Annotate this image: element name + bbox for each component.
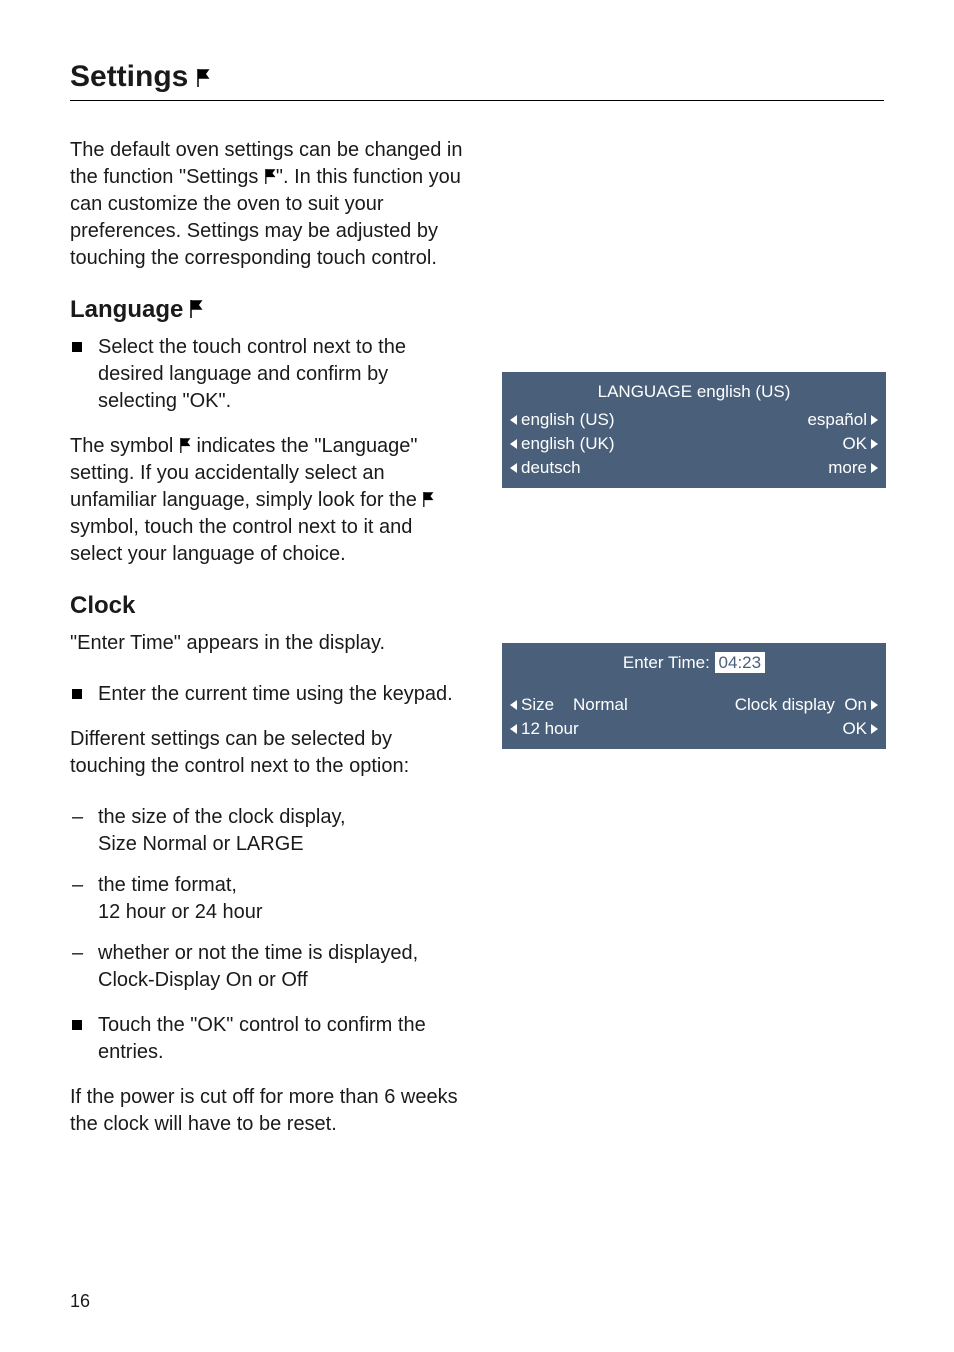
triangle-right-icon — [871, 439, 878, 449]
screen-title: Enter Time: 04:23 — [510, 649, 878, 679]
triangle-right-icon — [871, 415, 878, 425]
row-left-label: 12 hour — [521, 719, 579, 739]
row-right-label: Clock display On — [735, 695, 867, 715]
flag-icon — [179, 434, 191, 449]
language-bullet: Select the touch control next to the des… — [70, 334, 470, 415]
triangle-left-icon — [510, 439, 517, 449]
row-left-label: deutsch — [521, 458, 581, 478]
row-right-label: OK — [842, 434, 867, 454]
lang-para-before: The symbol — [70, 435, 179, 457]
row-right-label: OK — [842, 719, 867, 739]
page-number: 16 — [70, 1291, 90, 1312]
clock-bullet-2: Touch the "OK" control to confirm the en… — [70, 1012, 470, 1066]
flag-icon — [264, 165, 276, 180]
clock-display-panel: Enter Time: 04:23 Size Normal Clock disp… — [502, 643, 886, 749]
triangle-left-icon — [510, 463, 517, 473]
clock-p2: Different settings can be selected by to… — [70, 726, 470, 780]
language-heading: Language — [70, 296, 470, 324]
time-value[interactable]: 04:23 — [715, 652, 766, 673]
dash-item: the size of the clock display, Size Norm… — [70, 804, 470, 858]
screen-title: LANGUAGE english (US) — [510, 378, 878, 408]
language-display-panel: LANGUAGE english (US) english (US) españ… — [502, 372, 886, 488]
flag-icon — [422, 488, 434, 503]
clock-p1: "Enter Time" appears in the display. — [70, 630, 470, 657]
row-left-label: english (UK) — [521, 434, 615, 454]
clock-dash-list: the size of the clock display, Size Norm… — [70, 804, 470, 994]
clock-p3: If the power is cut off for more than 6 … — [70, 1084, 470, 1138]
dash-item: the time format, 12 hour or 24 hour — [70, 872, 470, 926]
clock-heading-text: Clock — [70, 592, 135, 620]
triangle-right-icon — [871, 700, 878, 710]
intro-paragraph: The default oven settings can be changed… — [70, 137, 470, 272]
screen-row[interactable]: deutsch more — [510, 456, 878, 480]
enter-time-label: Enter Time: — [623, 653, 710, 672]
triangle-left-icon — [510, 700, 517, 710]
screen-row[interactable]: english (UK) OK — [510, 432, 878, 456]
clock-bullet-1: Enter the current time using the keypad. — [70, 681, 470, 708]
triangle-right-icon — [871, 724, 878, 734]
language-paragraph: The symbol indicates the "Language" sett… — [70, 433, 470, 568]
lang-para-after: symbol, touch the control next to it and… — [70, 516, 412, 565]
row-right-label: more — [828, 458, 867, 478]
triangle-left-icon — [510, 415, 517, 425]
row-left-label: Size Normal — [521, 695, 628, 715]
clock-heading: Clock — [70, 592, 470, 620]
row-right-label: español — [807, 410, 867, 430]
language-heading-text: Language — [70, 296, 183, 324]
page-title-text: Settings — [70, 60, 188, 94]
row-left-label: english (US) — [521, 410, 615, 430]
triangle-right-icon — [871, 463, 878, 473]
page-title: Settings — [70, 60, 884, 101]
triangle-left-icon — [510, 724, 517, 734]
flag-icon — [189, 297, 203, 315]
dash-item: whether or not the time is displayed, Cl… — [70, 940, 470, 994]
screen-row[interactable]: english (US) español — [510, 408, 878, 432]
screen-row[interactable]: 12 hour OK — [510, 717, 878, 741]
screen-row[interactable]: Size Normal Clock display On — [510, 693, 878, 717]
flag-icon — [196, 61, 210, 79]
